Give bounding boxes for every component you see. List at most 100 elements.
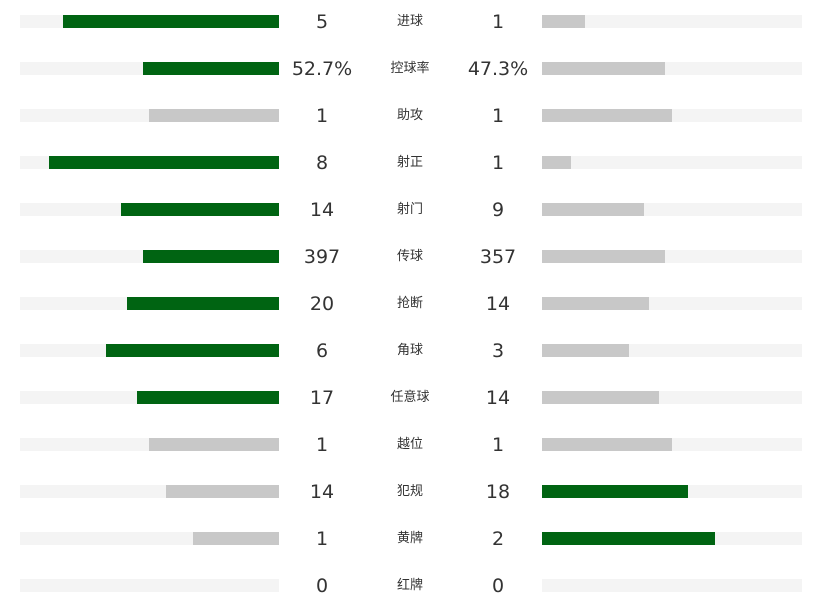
right-value: 9 <box>491 199 505 221</box>
left-bar <box>121 203 279 216</box>
left-bar <box>49 156 279 169</box>
right-bar <box>542 15 585 28</box>
left-value: 397 <box>303 246 341 268</box>
right-bar-track <box>542 438 802 451</box>
stat-row: 8 射正 1 <box>0 142 835 182</box>
stat-label: 进球 <box>396 14 423 29</box>
left-value: 14 <box>309 199 335 221</box>
left-value: 20 <box>309 293 335 315</box>
stat-row: 14 犯规 18 <box>0 471 835 511</box>
left-bar <box>149 438 279 451</box>
stat-row: 6 角球 3 <box>0 330 835 370</box>
right-bar-track <box>542 62 802 75</box>
right-bar <box>542 109 672 122</box>
left-value: 52.7% <box>291 58 353 80</box>
left-bar-track <box>20 203 279 216</box>
stat-row: 17 任意球 14 <box>0 377 835 417</box>
left-value: 6 <box>315 340 329 362</box>
right-value: 14 <box>485 293 511 315</box>
left-bar-track <box>20 109 279 122</box>
right-value: 1 <box>491 105 505 127</box>
right-bar-track <box>542 203 802 216</box>
right-bar-track <box>542 15 802 28</box>
left-bar <box>137 391 279 404</box>
right-value: 2 <box>491 528 505 550</box>
stat-label: 射门 <box>396 202 423 217</box>
left-bar <box>193 532 279 545</box>
stat-row: 52.7% 控球率 47.3% <box>0 48 835 88</box>
right-bar <box>542 344 629 357</box>
right-bar-track <box>542 109 802 122</box>
stat-row: 1 越位 1 <box>0 424 835 464</box>
left-bar-track <box>20 391 279 404</box>
left-bar <box>143 250 279 263</box>
left-bar-track <box>20 485 279 498</box>
left-bar-track <box>20 532 279 545</box>
left-value: 1 <box>315 105 329 127</box>
right-value: 3 <box>491 340 505 362</box>
left-bar <box>106 344 279 357</box>
right-value: 0 <box>491 575 505 597</box>
right-bar <box>542 203 644 216</box>
left-bar <box>143 62 279 75</box>
right-bar <box>542 250 665 263</box>
left-bar-track <box>20 62 279 75</box>
left-bar-track <box>20 297 279 310</box>
left-bar <box>149 109 279 122</box>
right-bar <box>542 297 649 310</box>
stat-label: 越位 <box>396 437 423 452</box>
stat-label: 红牌 <box>396 578 423 593</box>
right-bar-track <box>542 485 802 498</box>
stat-row: 397 传球 357 <box>0 236 835 276</box>
stat-label: 助攻 <box>396 108 423 123</box>
left-value: 0 <box>315 575 329 597</box>
left-bar <box>127 297 279 310</box>
stat-row: 1 助攻 1 <box>0 95 835 135</box>
left-bar-track <box>20 15 279 28</box>
right-bar-track <box>542 532 802 545</box>
left-bar-track <box>20 438 279 451</box>
stat-row: 14 射门 9 <box>0 189 835 229</box>
stat-label: 角球 <box>396 343 423 358</box>
right-bar <box>542 532 715 545</box>
stat-label: 控球率 <box>390 61 430 76</box>
left-bar <box>63 15 279 28</box>
right-bar <box>542 156 571 169</box>
right-bar <box>542 438 672 451</box>
stat-row: 5 进球 1 <box>0 1 835 41</box>
left-bar-track <box>20 156 279 169</box>
right-bar <box>542 485 688 498</box>
stat-label: 抢断 <box>396 296 423 311</box>
left-bar-track <box>20 579 279 592</box>
right-value: 1 <box>491 434 505 456</box>
right-bar <box>542 62 665 75</box>
stat-row: 1 黄牌 2 <box>0 518 835 558</box>
left-bar <box>166 485 279 498</box>
stat-label: 任意球 <box>390 390 430 405</box>
right-value: 14 <box>485 387 511 409</box>
left-value: 17 <box>309 387 335 409</box>
right-bar-track <box>542 156 802 169</box>
stat-label: 传球 <box>396 249 423 264</box>
right-bar-track <box>542 250 802 263</box>
right-value: 1 <box>491 11 505 33</box>
right-bar-track <box>542 297 802 310</box>
stat-label: 犯规 <box>396 484 423 499</box>
right-value: 47.3% <box>467 58 529 80</box>
left-value: 1 <box>315 434 329 456</box>
left-value: 14 <box>309 481 335 503</box>
right-value: 1 <box>491 152 505 174</box>
right-value: 357 <box>479 246 517 268</box>
left-bar-track <box>20 344 279 357</box>
left-value: 8 <box>315 152 329 174</box>
left-bar-track <box>20 250 279 263</box>
right-bar-track <box>542 344 802 357</box>
right-value: 18 <box>485 481 511 503</box>
right-bar-track <box>542 391 802 404</box>
stat-label: 黄牌 <box>396 531 423 546</box>
left-value: 1 <box>315 528 329 550</box>
stat-label: 射正 <box>396 155 423 170</box>
stat-row: 0 红牌 0 <box>0 565 835 605</box>
left-value: 5 <box>315 11 329 33</box>
